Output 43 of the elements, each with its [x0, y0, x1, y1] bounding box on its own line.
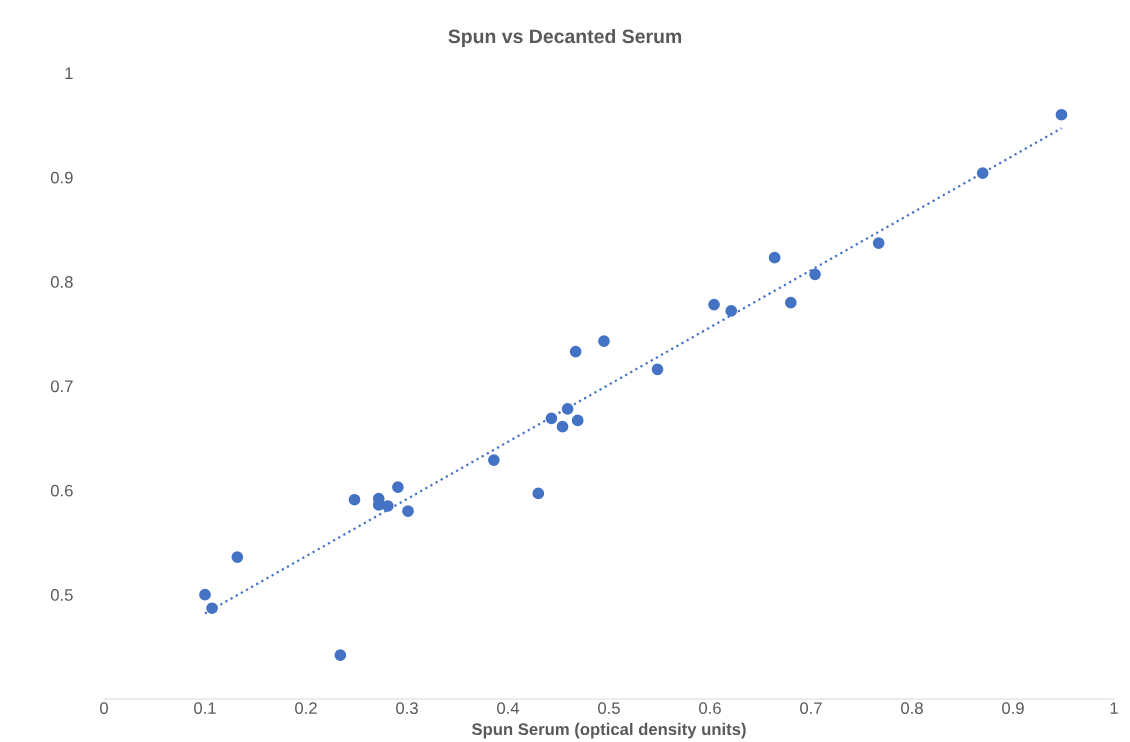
point — [348, 493, 361, 506]
x-tick-label: 1 — [1110, 702, 1118, 714]
point — [708, 298, 720, 311]
point — [598, 335, 610, 347]
point — [872, 237, 885, 249]
point — [488, 454, 500, 466]
point — [569, 345, 582, 358]
y-tick-label: 0.5 — [50, 589, 73, 601]
x-tick-label: 0.5 — [598, 702, 620, 715]
point — [206, 602, 218, 615]
point — [768, 251, 781, 264]
point — [725, 305, 738, 317]
point — [784, 296, 797, 309]
point — [809, 268, 821, 281]
y-tick-label: 0.9 — [50, 171, 73, 184]
point — [561, 403, 574, 415]
point — [651, 363, 664, 376]
point — [334, 649, 347, 662]
point — [392, 481, 404, 494]
x-tick-label: 0.2 — [295, 702, 317, 715]
y-tick-label: 0.8 — [50, 276, 73, 288]
x-axis-title: Spun Serum (optical density units) — [471, 722, 746, 739]
x-tick-label: 0.6 — [699, 702, 721, 715]
x-tick-label: 0 — [100, 702, 108, 715]
point — [532, 487, 545, 500]
point — [231, 551, 244, 563]
point — [976, 167, 989, 180]
y-tick-label: 0.7 — [50, 380, 73, 393]
point — [545, 412, 558, 425]
point — [199, 588, 211, 601]
x-tick-label: 0.4 — [497, 702, 520, 715]
chart-title: Spun vs Decanted Serum — [448, 28, 682, 48]
point — [402, 505, 414, 518]
y-tick-label: 1 — [65, 67, 73, 80]
x-tick-label: 0.3 — [396, 702, 418, 715]
x-tick-label: 0.9 — [1002, 702, 1024, 715]
x-tick-label: 0.8 — [901, 702, 923, 715]
x-tick-label: 0.1 — [194, 702, 216, 715]
point — [1055, 108, 1068, 121]
y-tick-label: 0.6 — [50, 484, 73, 497]
x-tick-label: 0.7 — [800, 702, 822, 715]
point — [556, 420, 569, 433]
point — [571, 414, 584, 427]
